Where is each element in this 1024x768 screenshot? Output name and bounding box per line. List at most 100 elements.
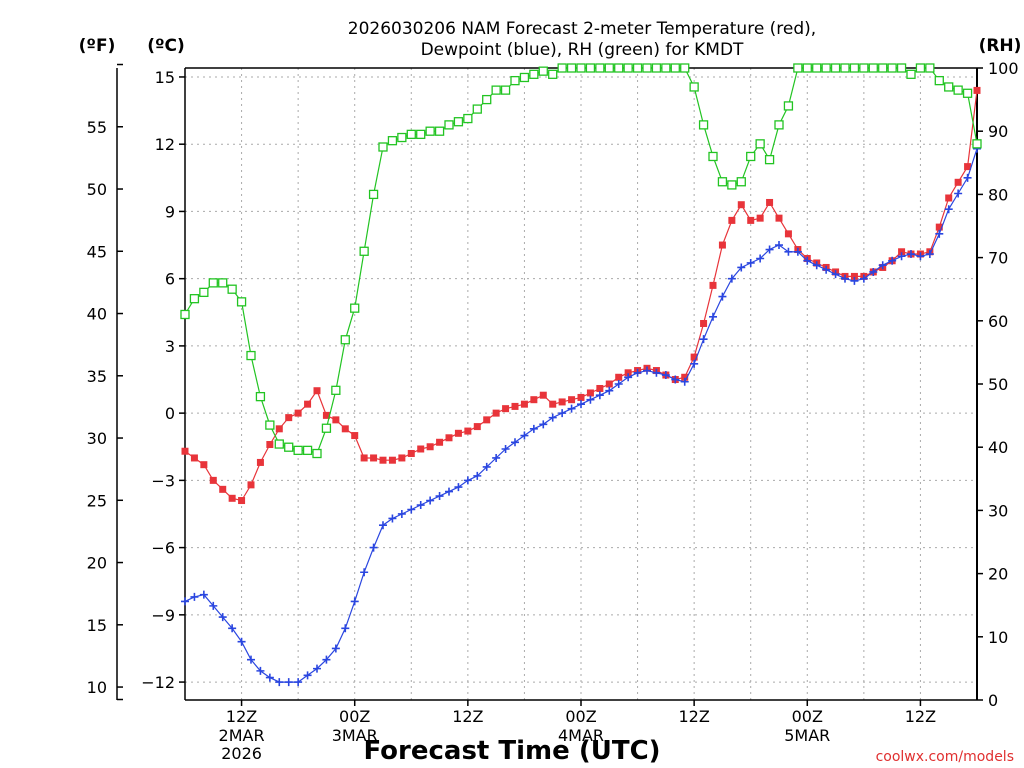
- dewpoint-c-point: [228, 624, 237, 633]
- temperature-c-line: [184, 90, 978, 502]
- rh-tick-label: 80: [988, 185, 1008, 204]
- dewpoint-c-point: [199, 590, 208, 599]
- temperature-c-point: [520, 400, 528, 408]
- temperature-c-point: [379, 456, 387, 464]
- dewpoint-c-point: [463, 476, 472, 485]
- time-tick-label: 00Z: [792, 707, 823, 726]
- series-rh: [180, 63, 982, 459]
- rh-point: [868, 63, 878, 73]
- dewpoint-c-point: [888, 256, 897, 265]
- rh-point: [698, 120, 709, 130]
- rh-point: [189, 294, 200, 304]
- temperature-c-point: [238, 497, 246, 505]
- temperature-c-point: [407, 449, 415, 457]
- rh-tick-label: 50: [988, 375, 1008, 394]
- temperature-c-point: [558, 398, 566, 406]
- chart-title: 2026030206 NAM Forecast 2-meter Temperat…: [348, 19, 816, 39]
- rh-point: [972, 139, 982, 149]
- temperature-c-point: [445, 434, 453, 442]
- rh-point: [689, 82, 699, 92]
- chart-subtitle: Dewpoint (blue), RH (green) for KMDT: [421, 40, 744, 60]
- dewpoint-c-point: [690, 359, 699, 368]
- celsius-tick-label: 0: [165, 404, 175, 423]
- rh-point: [764, 154, 775, 165]
- rh-point: [293, 445, 303, 456]
- rh-point: [906, 69, 916, 79]
- dewpoint-c-point: [907, 250, 915, 259]
- dewpoint-c-point: [303, 671, 312, 680]
- dewpoint-c-point: [294, 678, 303, 687]
- series-group: [180, 63, 982, 687]
- temperature-c-point: [728, 216, 736, 224]
- dewpoint-c-point: [709, 312, 717, 321]
- plot-frame: [184, 67, 978, 701]
- temperature-c-point: [492, 409, 500, 417]
- celsius-tick-label: −9: [151, 606, 175, 625]
- temperature-c-point: [426, 443, 434, 451]
- rh-point: [849, 63, 860, 73]
- temperature-c-point: [747, 216, 755, 224]
- fahrenheit-tick-label: 15: [87, 616, 107, 635]
- rh-point: [793, 63, 803, 73]
- temperature-c-point: [256, 458, 264, 466]
- rh-point: [321, 423, 332, 433]
- rh-point: [227, 284, 237, 294]
- temperature-c-point: [624, 369, 632, 377]
- dewpoint-c-point: [247, 655, 255, 664]
- dewpoint-c-point: [699, 335, 708, 344]
- temperature-c-point: [709, 281, 717, 289]
- temperature-c-point: [700, 319, 708, 327]
- fahrenheit-tick-label: 45: [87, 242, 107, 261]
- rh-tick-label: 90: [988, 122, 1008, 141]
- rh-tick-label: 60: [988, 312, 1008, 331]
- rh-point: [557, 63, 567, 73]
- rh-point: [246, 350, 256, 361]
- time-tick-date: 4MAR: [558, 726, 604, 745]
- fahrenheit-tick-label: 10: [87, 678, 107, 697]
- rh-point: [302, 445, 313, 456]
- dewpoint-c-point: [558, 409, 567, 418]
- temperature-c-point: [200, 461, 208, 469]
- temperature-c-point: [275, 425, 283, 433]
- dewpoint-c-point: [765, 245, 774, 254]
- rh-point: [878, 63, 888, 73]
- temperature-c-point: [322, 411, 330, 419]
- temperature-c-point: [370, 454, 378, 462]
- dewpoint-c-point: [916, 252, 925, 261]
- temperature-c-point: [945, 194, 953, 202]
- rh-point: [255, 391, 266, 402]
- rh-point: [199, 287, 209, 298]
- dewpoint-c-point: [671, 375, 680, 384]
- time-tick-label: 00Z: [565, 707, 596, 726]
- rh-tick-label: 100: [988, 59, 1019, 78]
- celsius-tick-label: 3: [165, 337, 175, 356]
- fahrenheit-tick-label: 55: [87, 118, 107, 137]
- temperature-c-point: [181, 447, 189, 455]
- temperature-c-point: [219, 485, 227, 493]
- temperature-c-point: [605, 380, 613, 388]
- dewpoint-c-point: [284, 678, 293, 687]
- dewpoint-c-point: [869, 267, 878, 276]
- rh-point: [274, 439, 284, 449]
- dewpoint-c-point: [756, 254, 765, 263]
- dewpoint-c-point: [803, 256, 812, 265]
- time-tick-label: 12Z: [905, 707, 936, 726]
- celsius-tick-label: −6: [151, 539, 175, 558]
- temperature-c-point: [294, 409, 302, 417]
- rh-point: [576, 63, 586, 73]
- dewpoint-c-point: [614, 380, 623, 388]
- rh-axis-label: (RH): [979, 36, 1022, 56]
- dewpoint-c-point: [482, 462, 491, 471]
- series-dewpoint-c: [181, 144, 981, 687]
- dewpoint-c-point: [209, 601, 218, 610]
- dewpoint-c-point: [275, 678, 284, 687]
- temperature-c-point: [247, 481, 255, 489]
- rh-point: [340, 335, 350, 345]
- rh-point: [236, 297, 247, 307]
- dewpoint-c-point: [633, 368, 642, 377]
- time-tick-date: 2MAR: [219, 726, 265, 745]
- dewpoint-c-point: [218, 613, 227, 622]
- rh-point: [585, 63, 596, 73]
- rh-point: [736, 177, 746, 187]
